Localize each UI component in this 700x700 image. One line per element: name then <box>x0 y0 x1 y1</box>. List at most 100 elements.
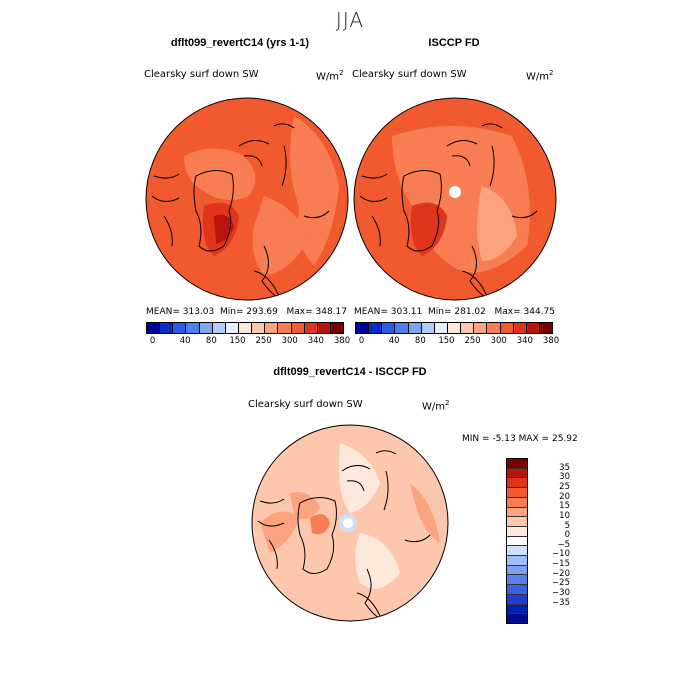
colorbar-swatch <box>507 488 527 498</box>
colorbar-tick-label: 0 <box>564 530 570 541</box>
colorbar-swatch <box>304 323 318 333</box>
colorbar-tick-label: 5 <box>564 520 570 531</box>
contour-region <box>290 492 320 520</box>
coastlines <box>359 123 538 300</box>
colorbar-tick-label: −30 <box>552 588 570 599</box>
coastlines <box>151 123 330 300</box>
model-colorbar-ticks: 0 40 80 150 250 300 340 380 <box>146 336 350 348</box>
colorbar-swatch <box>408 323 422 333</box>
colorbar-swatch <box>147 323 161 333</box>
colorbar-tick-label: −25 <box>552 578 570 589</box>
colorbar-swatch <box>382 323 396 333</box>
colorbar-swatch <box>225 323 239 333</box>
obs-units-label: W/m2 <box>526 69 554 83</box>
colorbar-swatch <box>507 614 527 623</box>
contour-region <box>410 483 440 543</box>
colorbar-tick-label: 150 <box>229 336 246 346</box>
colorbar-swatch <box>317 323 331 333</box>
colorbar-swatch <box>507 526 527 537</box>
colorbar-tick-label: 10 <box>559 510 570 521</box>
colorbar-swatch <box>395 323 409 333</box>
contour-region <box>477 186 517 261</box>
model-polar-map <box>145 97 349 301</box>
polar-data-gap <box>343 518 353 528</box>
colorbar-swatch <box>291 323 305 333</box>
polar-data-gap <box>449 186 461 198</box>
contour-region <box>310 514 330 535</box>
colorbar-swatch <box>507 604 527 615</box>
colorbar-tick-label: 300 <box>281 336 298 346</box>
colorbar-tick-label: 380 <box>542 336 560 346</box>
model-panel-title: dflt099_revertC14 (yrs 1-1) <box>170 37 310 49</box>
colorbar-tick-label: 25 <box>559 481 570 492</box>
obs-stats: MEAN= 303.11 Min= 281.02 Max= 344.75 <box>354 307 556 317</box>
colorbar-tick-label: 40 <box>388 336 400 346</box>
colorbar-tick-label: −20 <box>552 568 570 579</box>
colorbar-swatch <box>507 507 527 518</box>
contour-region <box>338 443 380 513</box>
colorbar-swatch <box>356 323 370 333</box>
diff-colorbar-ticks: 35 30 25 20 15 10 5 0 −5 −10 −15 −20 −25 −30 −35 <box>530 458 574 622</box>
colorbar-tick-label: 35 <box>559 462 570 473</box>
colorbar-tick-label: 80 <box>414 336 426 346</box>
colorbar-tick-label: 380 <box>333 336 351 346</box>
colorbar-swatch <box>252 323 266 333</box>
contour-region <box>214 214 234 244</box>
colorbar-swatch <box>526 323 540 333</box>
diff-stats: MIN = -5.13 MAX = 25.92 <box>462 434 578 444</box>
colorbar-swatch <box>507 575 527 586</box>
contour-region <box>260 511 300 553</box>
colorbar-swatch <box>265 323 279 333</box>
colorbar-swatch <box>507 517 527 527</box>
model-stats: MEAN= 313.03 Min= 293.69 Max= 348.17 <box>146 307 348 317</box>
colorbar-tick-label: 80 <box>205 336 217 346</box>
colorbar-swatch <box>461 323 475 333</box>
colorbar-swatch <box>507 536 527 547</box>
colorbar-tick-label: 15 <box>559 501 570 512</box>
colorbar-swatch <box>507 459 527 469</box>
contour-region <box>252 196 309 276</box>
colorbar-tick-label: −35 <box>552 597 570 608</box>
colorbar-tick-label: 20 <box>559 491 570 502</box>
colorbar-swatch <box>173 323 187 333</box>
colorbar-tick-label: 40 <box>179 336 191 346</box>
model-units-label: W/m2 <box>316 69 344 83</box>
colorbar-swatch <box>507 565 527 576</box>
obs-panel-title: ISCCP FD <box>428 37 480 49</box>
colorbar-swatch <box>199 323 213 333</box>
colorbar-swatch <box>212 323 226 333</box>
colorbar-swatch <box>186 323 200 333</box>
obs-colorbar <box>355 322 553 334</box>
colorbar-swatch <box>507 585 527 595</box>
colorbar-tick-label: 0 <box>358 336 365 346</box>
obs-polar-map <box>353 97 557 301</box>
colorbar-swatch <box>507 594 527 605</box>
colorbar-tick-label: 250 <box>464 336 481 346</box>
colorbar-swatch <box>507 478 527 489</box>
diff-units-label: W/m2 <box>422 399 450 413</box>
colorbar-swatch <box>513 323 527 333</box>
colorbar-swatch <box>500 323 514 333</box>
colorbar-swatch <box>539 323 553 333</box>
colorbar-swatch <box>447 323 462 333</box>
colorbar-swatch <box>434 323 448 333</box>
colorbar-swatch <box>330 323 344 333</box>
colorbar-swatch <box>487 323 501 333</box>
colorbar-swatch <box>507 468 527 479</box>
diff-panel-title: dflt099_revertC14 - ISCCP FD <box>273 366 427 378</box>
colorbar-tick-label: 150 <box>438 336 455 346</box>
contour-region <box>184 148 256 200</box>
model-variable-label: Clearsky surf down SW <box>144 69 259 80</box>
colorbar-tick-label: −10 <box>552 549 570 560</box>
colorbar-tick-label: 0 <box>149 336 156 346</box>
colorbar-tick-label: 30 <box>559 472 570 483</box>
colorbar-tick-label: 250 <box>255 336 272 346</box>
colorbar-swatch <box>507 556 527 566</box>
colorbar-swatch <box>507 546 527 557</box>
obs-colorbar-ticks: 0 40 80 150 250 300 340 380 <box>355 336 559 348</box>
colorbar-tick-label: 300 <box>490 336 507 346</box>
colorbar-tick-label: −5 <box>557 539 570 550</box>
colorbar-swatch <box>474 323 488 333</box>
diff-polar-map <box>251 424 449 622</box>
colorbar-swatch <box>507 497 527 508</box>
